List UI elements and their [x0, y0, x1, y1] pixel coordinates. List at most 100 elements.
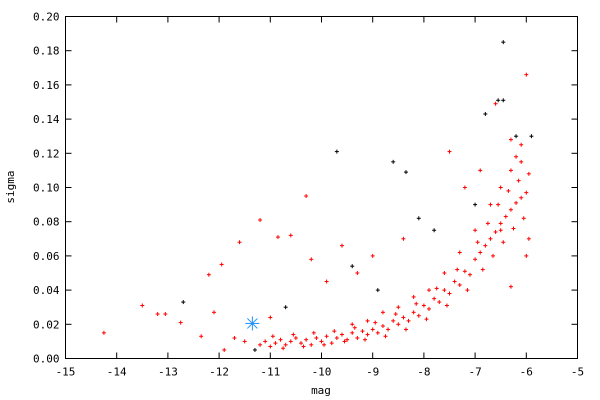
data-point	[339, 243, 344, 248]
data-point	[281, 346, 286, 351]
data-point	[473, 202, 478, 207]
data-point	[488, 236, 493, 241]
data-point	[363, 337, 368, 342]
data-point	[498, 221, 503, 226]
data-point	[514, 134, 519, 139]
data-point	[380, 324, 385, 329]
data-point	[416, 313, 421, 318]
data-point	[314, 335, 319, 340]
data-point	[155, 312, 160, 317]
data-point	[380, 310, 385, 315]
data-point	[275, 235, 280, 240]
data-point	[406, 318, 411, 323]
x-tick-label: -14	[107, 366, 127, 379]
data-point	[427, 288, 432, 293]
data-point	[462, 185, 467, 190]
data-point	[421, 303, 426, 308]
data-point	[503, 214, 508, 219]
y-tick-label: 0.16	[33, 79, 60, 92]
data-point	[508, 207, 513, 212]
x-tick-label: -9	[366, 366, 379, 379]
data-point	[524, 190, 529, 195]
data-point	[526, 171, 531, 176]
data-point	[211, 310, 216, 315]
data-point	[299, 341, 304, 346]
data-point	[350, 322, 355, 327]
data-point	[270, 334, 275, 339]
data-point	[506, 188, 511, 193]
data-point	[437, 300, 442, 305]
data-point	[493, 229, 498, 234]
data-point	[414, 301, 419, 306]
data-point	[319, 339, 324, 344]
data-point	[432, 228, 437, 233]
data-point	[498, 185, 503, 190]
data-point	[288, 339, 293, 344]
data-point	[140, 303, 145, 308]
data-point	[383, 334, 388, 339]
data-point	[447, 149, 452, 154]
data-point	[508, 168, 513, 173]
data-point	[309, 257, 314, 262]
data-point	[508, 284, 513, 289]
data-point	[334, 335, 339, 340]
data-point	[288, 233, 293, 238]
data-point	[350, 264, 355, 269]
data-point	[478, 168, 483, 173]
data-point	[311, 330, 316, 335]
data-point	[485, 221, 490, 226]
data-point	[501, 40, 506, 45]
data-point	[457, 250, 462, 255]
data-point	[475, 240, 480, 245]
data-point	[403, 327, 408, 332]
data-point	[480, 267, 485, 272]
plot-frame	[65, 16, 578, 359]
data-point	[301, 344, 306, 349]
y-tick-label: 0.06	[33, 250, 60, 263]
data-point	[483, 111, 488, 116]
data-point	[324, 279, 329, 284]
data-point	[283, 342, 288, 347]
y-axis-label: sigma	[4, 170, 17, 203]
data-point	[252, 347, 257, 352]
data-point	[427, 306, 432, 311]
data-point	[332, 329, 337, 334]
data-point	[498, 228, 503, 233]
data-point	[488, 202, 493, 207]
data-point	[342, 339, 347, 344]
data-point	[268, 344, 273, 349]
data-point	[350, 330, 355, 335]
y-tick-label: 0.00	[33, 353, 60, 366]
y-tick-label: 0.08	[33, 216, 60, 229]
data-point	[514, 154, 519, 159]
data-point	[258, 342, 263, 347]
star-point	[245, 316, 260, 331]
data-point	[411, 310, 416, 315]
data-point	[206, 272, 211, 277]
data-point	[258, 217, 263, 222]
data-point	[237, 240, 242, 245]
data-point	[396, 322, 401, 327]
data-point	[496, 202, 501, 207]
data-point	[391, 159, 396, 164]
y-tick-label: 0.04	[33, 284, 60, 297]
data-point	[370, 253, 375, 258]
data-point	[491, 253, 496, 258]
x-tick-label: -11	[260, 366, 280, 379]
data-point	[101, 330, 106, 335]
data-point	[508, 137, 513, 142]
data-point	[524, 72, 529, 77]
x-tick-label: -10	[312, 366, 332, 379]
data-point	[401, 315, 406, 320]
x-tick-label: -5	[571, 366, 584, 379]
data-point	[501, 240, 506, 245]
data-point	[309, 342, 314, 347]
data-point	[268, 315, 273, 320]
data-point	[457, 282, 462, 287]
data-point	[219, 262, 224, 267]
data-point	[444, 303, 449, 308]
x-axis-label: mag	[311, 384, 331, 397]
x-tick-label: -8	[417, 366, 430, 379]
data-point	[462, 269, 467, 274]
